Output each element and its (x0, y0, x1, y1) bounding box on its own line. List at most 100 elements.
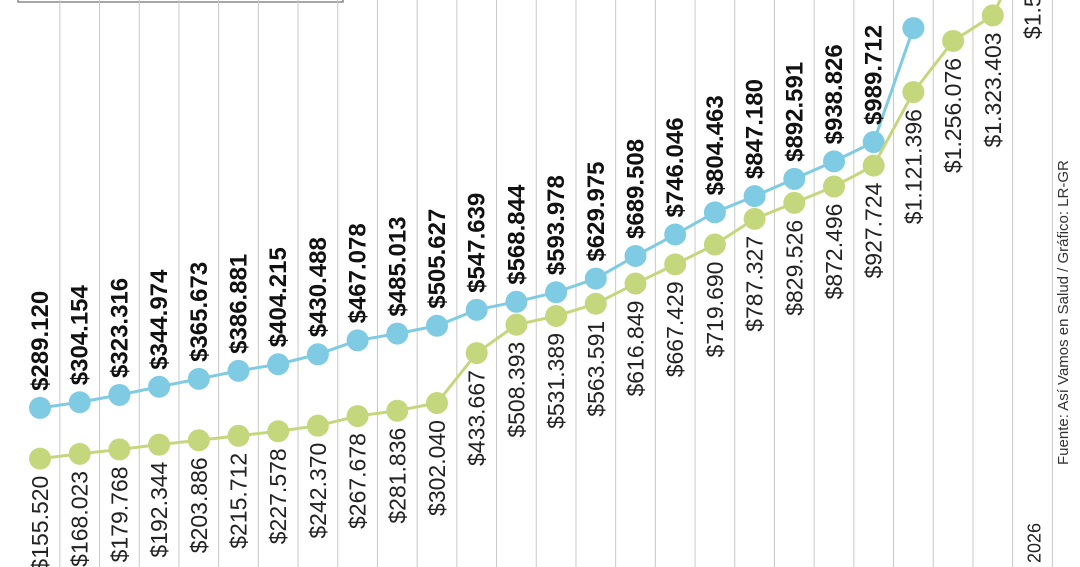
data-label: $689.508 (623, 139, 650, 239)
point (426, 392, 448, 415)
point (783, 191, 806, 214)
point (743, 185, 766, 208)
data-label: $1.323.403 (980, 32, 1006, 147)
data-label: $1.121.396 (900, 109, 926, 224)
data-label: $787.327 (742, 236, 768, 332)
data-label: $616.849 (623, 301, 649, 397)
data-label: $593.978 (543, 175, 570, 275)
point (545, 304, 568, 327)
data-label: $302.040 (424, 420, 450, 516)
point (703, 201, 726, 224)
point (624, 272, 647, 295)
point (29, 396, 51, 419)
data-label: $847.180 (742, 79, 769, 179)
point (346, 329, 369, 352)
data-label: $192.344 (146, 461, 172, 557)
data-label: $168.023 (67, 471, 93, 567)
point (187, 429, 210, 452)
point (68, 391, 91, 414)
point (386, 399, 409, 422)
point (108, 438, 131, 461)
point (148, 375, 171, 398)
data-label: $365.673 (186, 262, 213, 362)
point (148, 433, 171, 456)
point (465, 298, 488, 321)
data-label: $404.215 (265, 247, 292, 347)
data-label: $531.389 (543, 333, 569, 429)
data-label: $323.316 (106, 278, 133, 378)
point (743, 207, 766, 230)
data-label: $267.678 (345, 433, 371, 529)
data-label: $281.836 (384, 428, 410, 524)
data-label: $563.591 (583, 321, 609, 417)
data-label: $304.154 (67, 284, 94, 385)
data-label: $1.256.076 (940, 58, 966, 173)
point (267, 420, 290, 443)
point (624, 244, 647, 267)
data-label: $179.768 (106, 466, 132, 562)
point (306, 414, 329, 437)
point (545, 281, 568, 304)
data-label: $433.667 (464, 370, 490, 466)
point (505, 290, 528, 313)
data-label: $467.078 (345, 223, 372, 323)
point (465, 342, 488, 365)
data-label: $203.886 (186, 457, 212, 553)
data-label: $215.712 (226, 453, 252, 549)
point (426, 314, 448, 337)
data-label: $829.526 (781, 220, 807, 316)
point (902, 81, 925, 104)
legend-box (17, 0, 344, 3)
point (386, 322, 409, 345)
data-label: $430.488 (305, 237, 332, 337)
point (823, 150, 845, 173)
data-label: $568.844 (503, 184, 530, 285)
data-label: $508.393 (503, 342, 529, 438)
source-note: Fuente: Así Vamos en Salud / Gráfico: LR… (1055, 160, 1072, 465)
data-label: $386.881 (226, 254, 253, 354)
data-label: $485.013 (384, 216, 411, 316)
point (584, 292, 607, 315)
point (823, 175, 845, 198)
point (108, 383, 131, 406)
data-label: $505.627 (424, 209, 451, 309)
data-label: $804.463 (702, 95, 729, 195)
point (942, 29, 965, 52)
point (703, 233, 726, 256)
point (902, 17, 925, 40)
data-label: $155.520 (27, 476, 53, 567)
data-label: $344.974 (146, 269, 173, 370)
point (664, 253, 687, 276)
point (68, 442, 91, 465)
data-label: $667.429 (662, 281, 688, 377)
data-label: $927.724 (861, 182, 887, 278)
point (584, 267, 607, 290)
data-label: $547.639 (464, 193, 491, 293)
point (227, 359, 250, 382)
data-label: $227.578 (265, 448, 291, 544)
data-label: $872.496 (821, 204, 847, 300)
data-label: $746.046 (662, 117, 689, 217)
point (862, 154, 885, 177)
data-label: $629.975 (583, 161, 610, 261)
point (187, 367, 210, 390)
point (346, 405, 369, 428)
point (227, 424, 250, 447)
data-label: $1.541.7 (1020, 0, 1046, 39)
data-label: $289.120 (27, 291, 54, 391)
point (267, 353, 290, 376)
point (981, 4, 1004, 27)
point (505, 313, 528, 336)
point (664, 223, 687, 246)
point (306, 343, 329, 366)
data-label: $892.591 (781, 62, 808, 162)
point (862, 131, 885, 154)
data-label: $989.712 (861, 25, 888, 125)
x-tick-label: 2026 (1025, 523, 1045, 563)
point (783, 167, 806, 190)
data-label: $938.826 (821, 44, 848, 144)
data-label: $242.370 (305, 443, 331, 539)
data-label: $719.690 (702, 262, 728, 358)
point (29, 447, 51, 470)
